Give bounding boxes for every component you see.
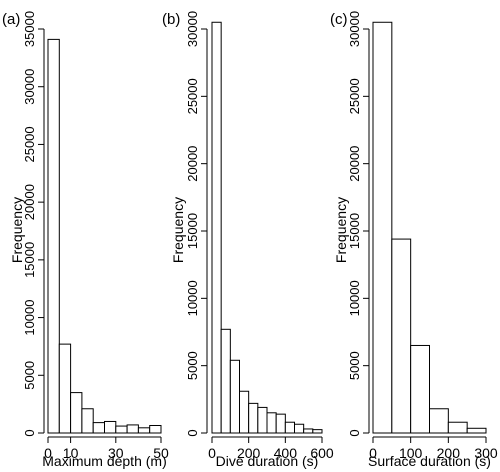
y-tick-label: 0 (185, 429, 200, 436)
x-tick-label: 400 (274, 445, 298, 461)
histogram-bar (211, 21, 222, 434)
x-tick-label: 300 (474, 445, 498, 461)
y-tick-label: 10000 (347, 280, 362, 316)
y-tick-label: 10000 (22, 299, 37, 335)
y-tick-label: 30000 (185, 11, 200, 47)
histogram-bar (284, 421, 296, 434)
y-tick-label: 5000 (185, 351, 200, 380)
y-tick-label: 15000 (185, 213, 200, 249)
y-tick-label: 25000 (347, 78, 362, 114)
y-tick-label: 0 (347, 429, 362, 436)
histogram-bar (248, 402, 259, 434)
panel-label-c: (c) (330, 11, 348, 28)
x-axis-label: Maximum depth (m) (42, 453, 166, 469)
histogram-bar (81, 408, 94, 434)
panel-label-a: (a) (2, 11, 20, 28)
x-tick-label: 100 (399, 445, 423, 461)
y-tick-label: 20000 (347, 146, 362, 182)
x-tick-label: 50 (153, 445, 169, 461)
histogram-bar (229, 359, 240, 434)
histogram-bar (466, 427, 487, 434)
panel-label-b: (b) (162, 11, 180, 28)
histogram-bar (220, 328, 231, 434)
y-tick-label: 0 (22, 429, 37, 436)
y-tick-label: 15000 (347, 213, 362, 249)
x-tick-label: 200 (437, 445, 461, 461)
x-axis-label: Surface duration (s) (368, 453, 491, 469)
y-tick-label: 15000 (22, 242, 37, 278)
panel-b: (b) 0 200 400 600 0 5000 10000 15000 20000 25000 30… (162, 11, 334, 469)
histogram-bar (137, 427, 151, 434)
histogram-bar (429, 408, 449, 434)
y-tick-label: 5000 (22, 361, 37, 390)
histogram-bar (312, 429, 323, 434)
y-tick-label: 20000 (22, 184, 37, 220)
y-tick-label: 5000 (347, 351, 362, 380)
y-tick-label: 25000 (22, 126, 37, 162)
histogram-bar (303, 428, 314, 434)
histogram-bar (92, 422, 105, 434)
y-tick-label: 30000 (22, 69, 37, 105)
x-tick-label: 200 (237, 445, 261, 461)
x-tick-label: 30 (108, 445, 124, 461)
histogram-bar (257, 406, 268, 434)
histogram-bar (372, 21, 393, 434)
histogram-bar (126, 424, 139, 434)
y-tick-label: 10000 (185, 280, 200, 316)
y-axis-label: Frequency (170, 197, 186, 263)
histogram-bar (294, 423, 305, 434)
x-axis-label: Dive duration (s) (216, 453, 319, 469)
y-axis-label: Frequency (9, 197, 25, 263)
histogram-bar (239, 390, 250, 434)
y-tick-label: 25000 (185, 78, 200, 114)
histogram-bar (115, 425, 128, 434)
x-tick-label: 0 (208, 445, 216, 461)
histogram-bar (266, 412, 277, 434)
y-tick-label: 35000 (22, 11, 37, 47)
histogram-bar (447, 421, 468, 434)
histogram-bar (149, 424, 162, 434)
panel-c: (c) 0 100 200 300 0 5000 10000 15000 20000 25000 30… (330, 11, 498, 469)
x-tick-label: 0 (369, 445, 377, 461)
histogram-bar (104, 420, 117, 434)
histogram-bar (410, 344, 430, 434)
y-axis-label: Frequency (333, 197, 349, 263)
histogram-bar (47, 38, 60, 434)
histogram-bar (391, 238, 412, 434)
y-tick-label: 20000 (185, 146, 200, 182)
x-tick-label: 0 (44, 445, 52, 461)
y-tick-label: 30000 (347, 11, 362, 47)
panel-a: (a) 0 10 30 50 0 5000 10000 15000 20000 25000 30000… (2, 11, 169, 469)
histogram-bar (70, 392, 83, 434)
histogram-bar (275, 413, 286, 434)
x-tick-label: 600 (310, 445, 334, 461)
x-tick-label: 10 (63, 445, 79, 461)
histogram-bar (58, 343, 72, 434)
